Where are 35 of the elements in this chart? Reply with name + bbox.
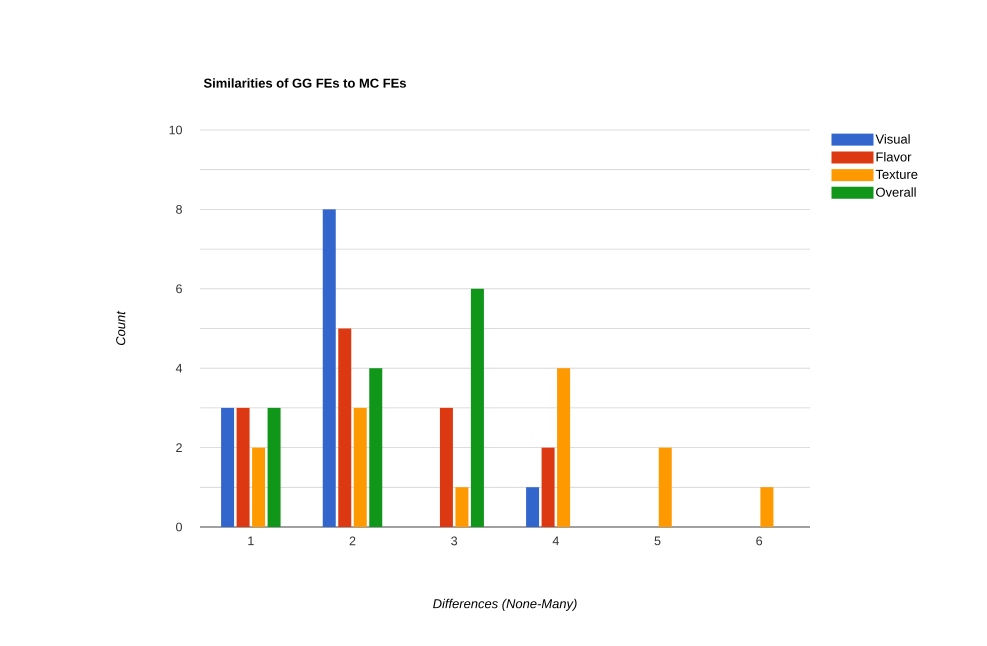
x-axis-title: Differences (None-Many) xyxy=(433,598,577,611)
x-tick-label: 2 xyxy=(350,536,356,546)
bar xyxy=(542,448,555,527)
bar xyxy=(236,408,250,527)
y-tick-label: 10 xyxy=(170,126,182,134)
y-axis-title: Count xyxy=(116,310,126,346)
bar xyxy=(252,448,266,527)
bar xyxy=(470,288,484,527)
y-tick-label: 4 xyxy=(176,364,182,372)
bar xyxy=(658,448,672,527)
x-tick-label: 4 xyxy=(552,536,559,546)
bar xyxy=(322,209,336,527)
bar xyxy=(526,487,540,527)
bar xyxy=(455,487,468,527)
y-tick-label: 8 xyxy=(176,204,182,214)
bar xyxy=(338,328,352,527)
x-tick-label: 3 xyxy=(451,536,458,546)
legend-label: Visual xyxy=(876,134,910,144)
bar xyxy=(354,408,367,527)
bar xyxy=(268,408,281,527)
x-tick-label: 6 xyxy=(756,536,762,546)
x-tick-label: 5 xyxy=(654,536,660,546)
legend-label: Overall xyxy=(876,187,916,197)
legend-label: Texture xyxy=(876,170,918,179)
y-tick-label: 0 xyxy=(176,522,182,532)
bar xyxy=(760,487,774,527)
bar xyxy=(557,368,570,527)
y-tick-label: 2 xyxy=(176,443,182,452)
bar xyxy=(221,408,234,527)
legend-label: Flavor xyxy=(876,152,912,162)
bar xyxy=(440,408,453,527)
bar xyxy=(369,368,382,527)
chart-title: Similarities of GG FEs to MC FEs xyxy=(204,78,406,88)
x-tick-label: 1 xyxy=(248,536,254,546)
y-tick-label: 6 xyxy=(176,284,182,294)
